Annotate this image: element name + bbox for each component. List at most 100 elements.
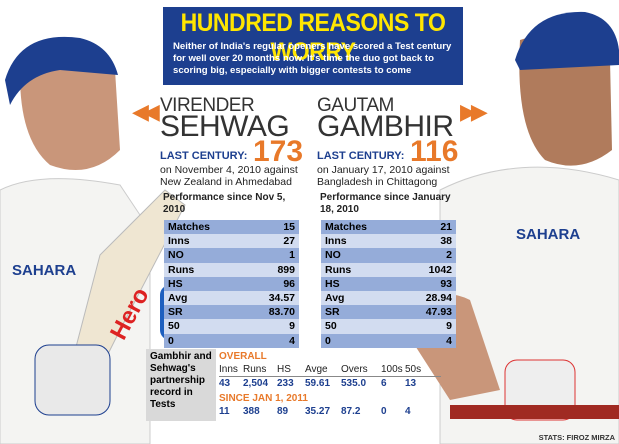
stats-row: 50 9: [321, 319, 456, 334]
last-century-text: on January 17, 2010 against Bangladesh i…: [317, 164, 450, 188]
stats-row: Matches 15: [164, 220, 299, 235]
subtitle: Neither of India's regular openers have …: [173, 41, 452, 76]
partnership-cell: 6: [381, 378, 387, 389]
stat-value: 9: [289, 320, 295, 333]
stat-name: 50: [325, 320, 337, 333]
partnership-cell: 11: [219, 406, 230, 417]
partnership-cell: 89: [277, 406, 289, 417]
last-century-score: 116: [410, 135, 459, 168]
first-name: VIRENDER: [160, 95, 255, 116]
stat-name: Runs: [325, 263, 352, 276]
last-century-text: on November 4, 2010 against New Zealand …: [160, 164, 298, 188]
stats-row: SR 47.93: [321, 305, 456, 320]
partnership-cell: 0: [381, 406, 387, 417]
partnership-row: 43 2,504 233 59.61 535.0 6 13: [219, 377, 441, 390]
stat-value: 9: [446, 320, 452, 333]
partnership-cell: 233: [277, 378, 294, 389]
left-glove-2: [34, 344, 111, 416]
last-century-label: LAST CENTURY:: [317, 150, 405, 162]
stat-value: 47.93: [425, 306, 452, 319]
stats-table: Matches 15 Inns 27 NO 1 Runs 899 HS 96 Avg 34.57 SR 8…: [164, 220, 299, 348]
partnership-label: Gambhir and Sehwag's partnership record …: [146, 349, 216, 421]
stat-name: NO: [168, 249, 184, 262]
stat-name: Inns: [325, 235, 347, 248]
stat-name: Matches: [168, 221, 211, 233]
stats-row: SR 83.70: [164, 305, 299, 320]
column-header: Runs: [243, 364, 267, 375]
stats-row: 50 9: [164, 319, 299, 334]
stat-value: 4: [289, 334, 295, 347]
stat-name: NO: [325, 249, 341, 262]
stat-value: 38: [440, 235, 452, 248]
section-heading: SINCE JAN 1, 2011: [219, 393, 308, 404]
column-header: Avge: [305, 364, 328, 375]
stat-value: 899: [277, 263, 295, 276]
stats-row: HS 96: [164, 276, 299, 291]
right-bat: [450, 405, 619, 419]
stats-row: Inns 27: [164, 234, 299, 249]
stats-row: Inns 38: [321, 234, 456, 249]
column-header: Inns: [219, 364, 238, 375]
last-century-score: 173: [253, 135, 304, 168]
left-helmet: [5, 36, 118, 105]
stats-table: Matches 21 Inns 38 NO 2 Runs 1042 HS 93 Avg 28.94 SR…: [321, 220, 456, 348]
arrow-right: ▶▶: [460, 99, 488, 124]
column-headers: Inns Runs HS Avge Overs 100s 50s: [219, 363, 441, 377]
last-name: GAMBHIR: [317, 110, 454, 143]
left-face: [20, 51, 120, 171]
partnership-cell: 87.2: [341, 406, 361, 417]
stat-value: 83.70: [268, 306, 295, 319]
stats-row: NO 1: [164, 248, 299, 263]
stat-name: Avg: [168, 291, 188, 304]
stat-name: 0: [168, 334, 174, 347]
performance-label: Performance since Nov 5, 2010: [163, 192, 286, 215]
stats-row: Runs 899: [164, 262, 299, 277]
stats-row: Matches 21: [321, 220, 456, 235]
partnership-cell: 535.0: [341, 378, 367, 389]
partnership-cell: 4: [405, 406, 411, 417]
stats-row: Runs 1042: [321, 262, 456, 277]
stat-value: 1042: [428, 263, 452, 276]
partnership-cell: 388: [243, 406, 260, 417]
stat-value: 27: [283, 235, 295, 248]
stat-name: SR: [325, 306, 340, 319]
column-header: 100s: [381, 364, 403, 375]
section-heading: OVERALL: [219, 351, 267, 362]
stat-name: Avg: [325, 291, 345, 304]
stats-row: NO 2: [321, 248, 456, 263]
stat-value: 28.94: [425, 291, 452, 304]
partnership-cell: 13: [405, 378, 417, 389]
stat-name: 50: [168, 320, 180, 333]
stat-value: 4: [446, 334, 452, 347]
partnership-cell: 2,504: [243, 378, 269, 389]
stat-value: 1: [289, 249, 295, 262]
stat-name: Matches: [325, 221, 368, 233]
stat-value: 15: [283, 221, 295, 233]
partnership-cell: 43: [219, 378, 231, 389]
stat-value: 2: [446, 249, 452, 262]
column-header: Overs: [341, 364, 368, 375]
performance-label: Performance since January 18, 2010: [320, 192, 451, 215]
right-helmet: [515, 11, 619, 70]
stat-value: 34.57: [268, 291, 295, 304]
partnership-table: OVERALL Inns Runs HS Avge Overs 100s 50s 43 2,504…: [219, 350, 441, 418]
stat-name: 0: [325, 334, 331, 347]
partnership-row: 11 388 89 35.27 87.2 0 4: [219, 405, 441, 418]
stat-value: 21: [440, 221, 452, 233]
title: HUNDRED REASONS TO WORRY: [180, 9, 446, 66]
last-name: SEHWAG: [160, 110, 290, 143]
first-name: GAUTAM: [317, 95, 394, 116]
stats-row: Avg 28.94: [321, 290, 456, 306]
title-box: HUNDRED REASONS TO WORRY Neither of Indi…: [163, 7, 463, 85]
stat-name: HS: [325, 277, 340, 290]
credit: STATS: FIROZ MIRZA: [538, 433, 615, 442]
stat-value: 96: [283, 277, 295, 290]
stat-name: Runs: [168, 263, 195, 276]
jersey-text: SAHARA: [516, 226, 581, 243]
stat-value: 93: [440, 277, 452, 290]
stats-row: Avg 34.57: [164, 290, 299, 306]
